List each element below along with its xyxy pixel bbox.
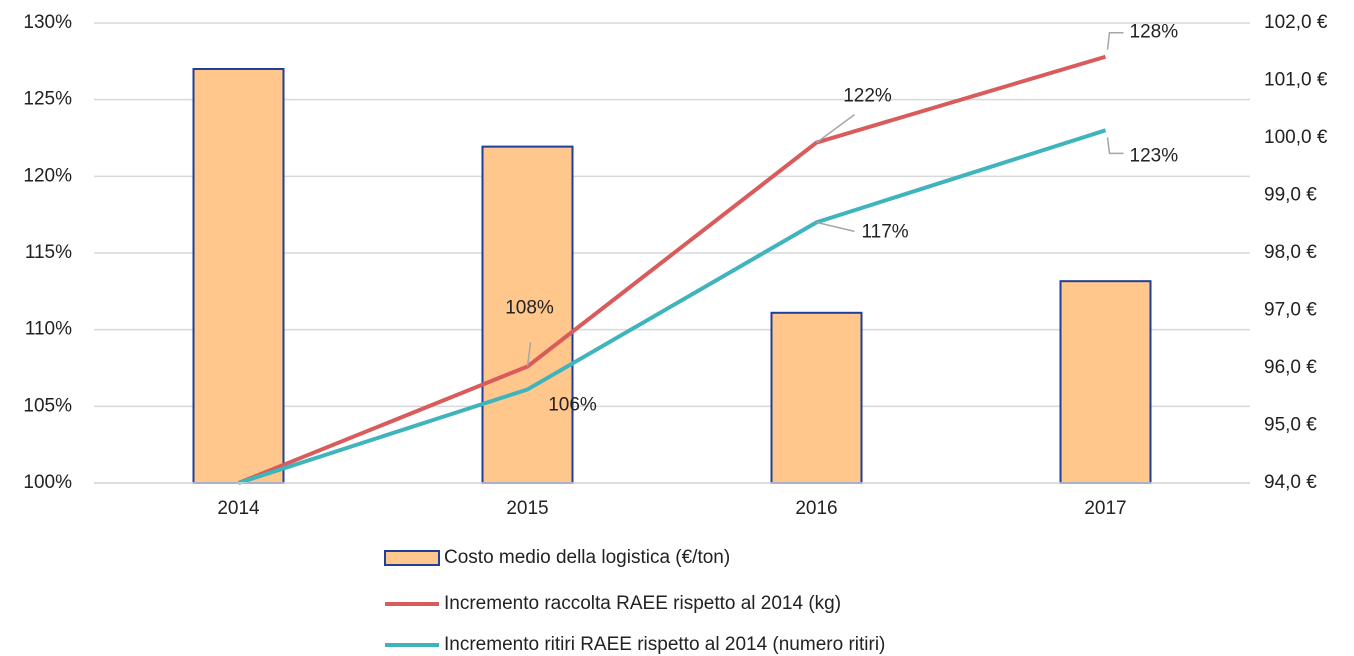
leader-line	[1106, 31, 1124, 50]
y2-tick-label: 94,0 €	[1264, 472, 1317, 493]
y-tick-label: 110%	[25, 319, 72, 340]
y2-tick-label: 99,0 €	[1264, 185, 1317, 206]
legend-label: Incremento ritiri RAEE rispetto al 2014 …	[444, 634, 885, 655]
x-tick-label: 2015	[506, 498, 548, 519]
y-tick-label: 120%	[23, 165, 72, 186]
data-label: 123%	[1130, 145, 1179, 166]
y2-tick-label: 95,0 €	[1264, 415, 1317, 436]
y-tick-label: 105%	[23, 395, 72, 416]
y2-tick-label: 97,0 €	[1264, 300, 1317, 321]
y-tick-label: 115%	[25, 242, 72, 263]
y2-tick-label: 98,0 €	[1264, 242, 1317, 263]
data-label: 117%	[862, 221, 909, 242]
data-label: 128%	[1130, 22, 1179, 43]
leader-line	[816, 113, 855, 144]
data-label: 108%	[505, 297, 554, 318]
bar	[1059, 280, 1152, 484]
y2-tick-label: 101,0 €	[1264, 70, 1328, 91]
leader-line	[1106, 137, 1124, 155]
leader-line	[526, 342, 532, 367]
line	[237, 54, 1107, 485]
data-label: 106%	[548, 394, 597, 415]
y2-tick-label: 96,0 €	[1264, 357, 1317, 378]
y-tick-label: 130%	[23, 12, 72, 33]
legend-label: Incremento raccolta RAEE rispetto al 201…	[444, 593, 841, 614]
legend-swatch	[384, 550, 440, 566]
bar	[192, 68, 285, 484]
leader-line	[816, 221, 855, 233]
x-tick-label: 2016	[795, 498, 837, 519]
y-tick-label: 100%	[23, 472, 72, 493]
y-tick-label: 125%	[23, 89, 72, 110]
y2-tick-label: 102,0 €	[1264, 12, 1328, 33]
x-tick-label: 2017	[1084, 498, 1126, 519]
x-tick-label: 2014	[217, 498, 260, 519]
bar	[770, 311, 863, 484]
data-label: 122%	[843, 86, 892, 107]
line	[237, 128, 1107, 485]
y2-tick-label: 100,0 €	[1264, 127, 1328, 148]
legend-label: Costo medio della logistica (€/ton)	[444, 547, 730, 568]
